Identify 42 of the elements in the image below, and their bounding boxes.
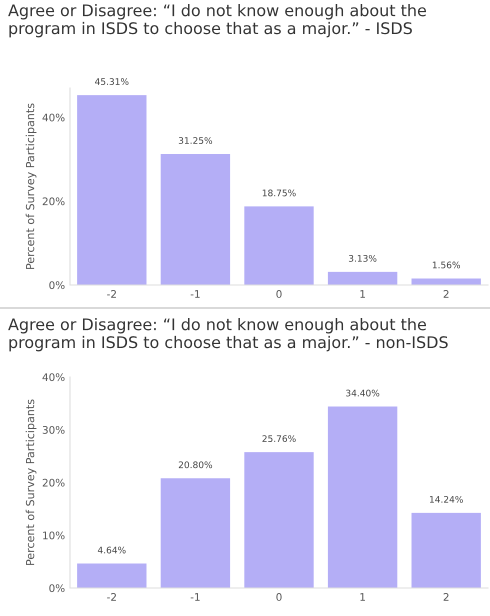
x-tick-label: -1 bbox=[190, 593, 200, 601]
x-tick-label: 1 bbox=[360, 593, 365, 601]
bar bbox=[160, 478, 230, 588]
data-label: 34.40% bbox=[346, 390, 380, 396]
y-tick-label: 10% bbox=[43, 531, 65, 540]
data-label: 18.75% bbox=[262, 190, 296, 196]
bar bbox=[77, 95, 146, 285]
data-label: 4.64% bbox=[98, 546, 126, 554]
y-axis-title: Percent of Survey Participants bbox=[26, 104, 36, 269]
bar bbox=[328, 406, 398, 588]
bar bbox=[244, 452, 314, 588]
y-tick-label: 40% bbox=[42, 114, 65, 122]
y-axis-title: Percent of Survey Participants bbox=[26, 400, 36, 565]
chart-title: Agree or Disagree: “I do not know enough about the program in ISDS to choose that as a major.” - non-ISDS bbox=[8, 318, 448, 352]
x-tick-label: -2 bbox=[107, 593, 116, 601]
data-label: 1.56% bbox=[432, 262, 460, 268]
x-tick-label: 2 bbox=[444, 593, 448, 601]
data-label: 14.24% bbox=[430, 496, 463, 503]
x-tick-label: 0 bbox=[276, 593, 282, 601]
y-tick-label: 0% bbox=[49, 584, 65, 592]
data-label: 45.31% bbox=[95, 78, 129, 85]
bar bbox=[412, 512, 481, 588]
y-tick-label: 40% bbox=[42, 373, 65, 382]
data-label: 20.80% bbox=[178, 461, 212, 468]
data-label: 25.76% bbox=[262, 435, 296, 442]
x-tick-label: -1 bbox=[190, 290, 200, 298]
data-label: 3.13% bbox=[348, 254, 376, 262]
y-tick-label: 20% bbox=[42, 478, 65, 487]
y-tick-label: 0% bbox=[49, 281, 65, 290]
y-tick-label: 30% bbox=[42, 426, 65, 434]
bar bbox=[160, 154, 230, 285]
data-label: 31.25% bbox=[178, 137, 212, 144]
bar bbox=[328, 272, 398, 285]
x-tick-label: -2 bbox=[107, 290, 116, 298]
y-tick-label: 20% bbox=[42, 197, 65, 206]
chart-title: Agree or Disagree: “I do not know enough about the program in ISDS to choose that as a major.” - ISDS bbox=[8, 4, 426, 38]
x-tick-label: 2 bbox=[444, 290, 448, 298]
x-tick-label: 1 bbox=[360, 290, 365, 298]
bar bbox=[412, 278, 481, 285]
bar bbox=[77, 564, 146, 588]
bar bbox=[244, 206, 314, 285]
x-tick-label: 0 bbox=[276, 290, 282, 298]
